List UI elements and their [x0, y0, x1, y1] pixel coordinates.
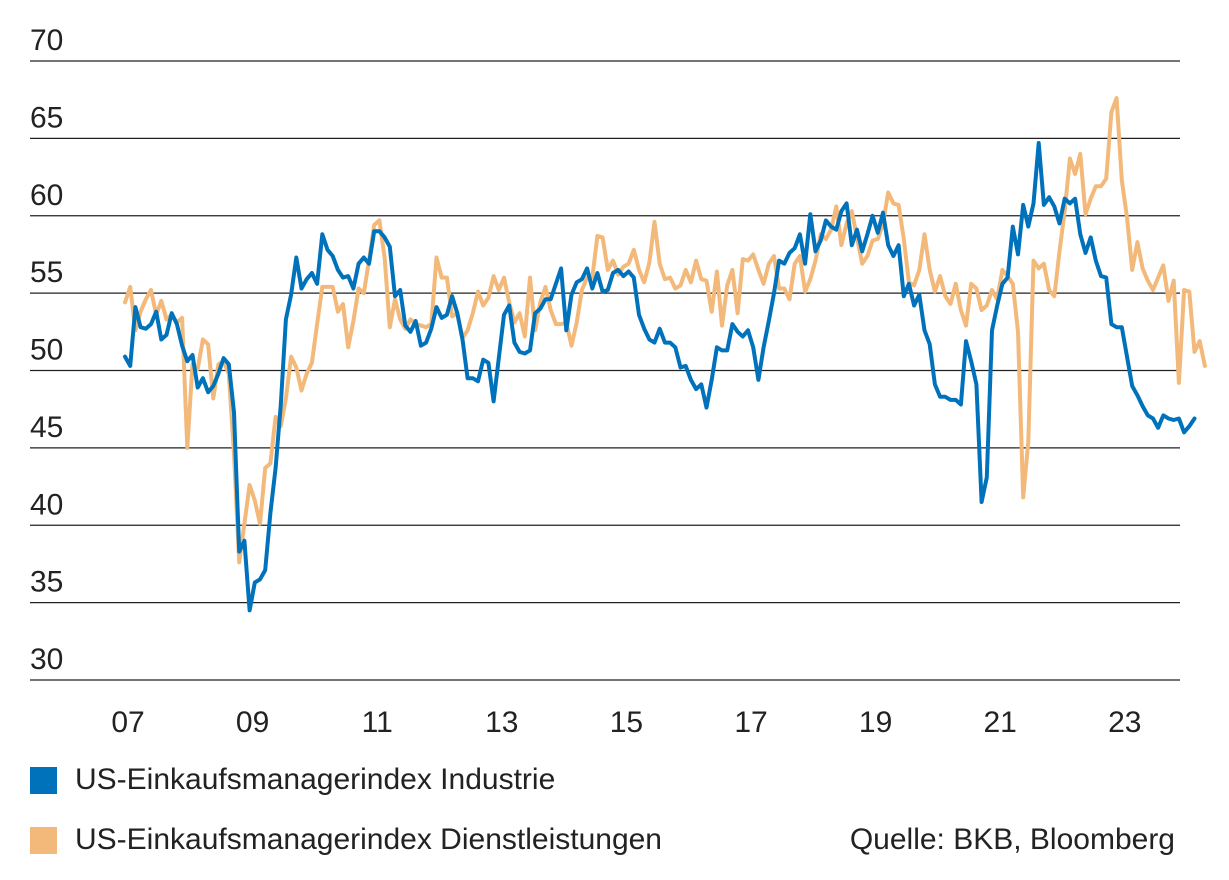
- x-tick-label: 13: [485, 706, 518, 739]
- x-tick-label: 17: [734, 706, 767, 739]
- series-lines: [123, 96, 1207, 613]
- legend-swatch-dienstleistungen: [30, 826, 57, 854]
- y-tick-label: 35: [30, 566, 63, 599]
- legend-swatch-industrie: [30, 766, 57, 794]
- x-tick-label: 11: [362, 706, 393, 739]
- legend-item-industrie: US-Einkaufsmanagerindex Industrie: [30, 763, 555, 797]
- legend-label-dienstleistungen: US-Einkaufsmanagerindex Dienstleistungen: [75, 823, 662, 856]
- series-line-dienstleistungen: [123, 96, 1207, 565]
- x-tick-label: 15: [610, 706, 643, 739]
- line-chart: 30 35 40 45 50 55 60 65 70 07 09 11 13 15 17 19 21 23: [30, 24, 1207, 739]
- y-tick-label: 70: [30, 24, 63, 57]
- x-tick-label: 19: [859, 706, 892, 739]
- y-tick-label: 45: [30, 411, 63, 444]
- legend-label-industrie: US-Einkaufsmanagerindex Industrie: [75, 763, 556, 796]
- legend-item-dienstleistungen: US-Einkaufsmanagerindex Dienstleistungen: [30, 823, 662, 857]
- y-axis-ticks: 30 35 40 45 50 55 60 65 70: [30, 24, 63, 676]
- y-tick-label: 30: [30, 643, 63, 676]
- x-tick-label: 07: [111, 706, 144, 739]
- source-note: Quelle: BKB, Bloomberg: [849, 823, 1175, 856]
- y-tick-label: 65: [30, 101, 63, 134]
- y-tick-label: 55: [30, 256, 63, 289]
- x-tick-label: 23: [1108, 706, 1141, 739]
- y-tick-label: 40: [30, 488, 63, 521]
- y-tick-label: 60: [30, 179, 63, 212]
- y-tick-label: 50: [30, 334, 63, 367]
- x-axis-ticks: 07 09 11 13 15 17 19 21 23: [111, 706, 1141, 739]
- x-tick-label: 09: [236, 706, 269, 739]
- gridlines: [30, 60, 1180, 681]
- x-tick-label: 21: [984, 706, 1017, 739]
- series-line-industrie: [123, 141, 1197, 613]
